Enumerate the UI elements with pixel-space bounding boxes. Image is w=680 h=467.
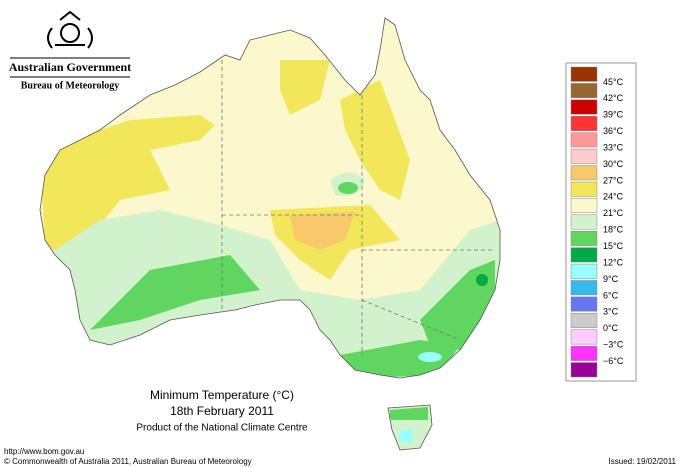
legend-swatch: [570, 230, 598, 246]
legend-swatch: [570, 345, 598, 361]
legend-label: 12°C: [603, 257, 624, 267]
legend-swatch: [570, 66, 598, 82]
legend-label: 30°C: [603, 159, 624, 169]
footer-copyright: © Commonwealth of Australia 2011, Austra…: [4, 457, 252, 466]
legend-swatch: [570, 83, 598, 99]
legend-swatch: [570, 214, 598, 230]
legend-swatch: [570, 280, 598, 296]
map-date: 18th February 2011: [170, 404, 274, 418]
map-title: Minimum Temperature (°C): [150, 388, 294, 402]
legend-label: 21°C: [603, 208, 624, 218]
legend-swatch: [570, 329, 598, 345]
legend-label: 15°C: [603, 241, 624, 251]
legend-label: 9°C: [603, 274, 619, 284]
legend-label: 3°C: [603, 307, 619, 317]
legend-label: 6°C: [603, 290, 619, 300]
legend-swatch: [570, 116, 598, 131]
agency-name: Bureau of Meteorology: [21, 80, 120, 91]
legend-swatch: [570, 181, 598, 197]
legend-label: 27°C: [603, 175, 624, 185]
legend-swatch: [570, 132, 598, 148]
legend-label: 42°C: [603, 93, 624, 103]
legend: 45°C 42°C 39°C 36°C 33°C 30°C 27°C 24°C 21°C 18°C…: [570, 66, 624, 378]
legend-label: 39°C: [603, 110, 624, 120]
legend-swatch: [570, 198, 598, 214]
legend-swatch: [570, 362, 598, 378]
legend-swatch: [570, 148, 598, 164]
legend-swatch: [570, 296, 598, 312]
legend-label: 45°C: [603, 77, 624, 87]
legend-swatch: [570, 313, 598, 328]
legend-label: 0°C: [603, 323, 619, 333]
legend-swatch: [570, 263, 598, 279]
footer-issued: Issued: 19/02/2011: [609, 457, 677, 466]
legend-swatch: [570, 247, 598, 263]
legend-label: 33°C: [603, 142, 624, 152]
legend-swatch: [570, 165, 598, 181]
legend-label: −6°C: [603, 356, 624, 366]
map-credit: Product of the National Climate Centre: [136, 423, 308, 434]
legend-label: 18°C: [603, 225, 624, 235]
legend-label: −3°C: [603, 340, 624, 350]
legend-label: 24°C: [603, 192, 624, 202]
legend-label: 36°C: [603, 126, 624, 136]
government-name: Australian Government: [9, 60, 131, 74]
legend-swatch: [570, 99, 598, 115]
logo: Australian Government Bureau of Meteorol…: [9, 10, 131, 91]
footer-url: http://www.bom.gov.au: [4, 447, 84, 456]
